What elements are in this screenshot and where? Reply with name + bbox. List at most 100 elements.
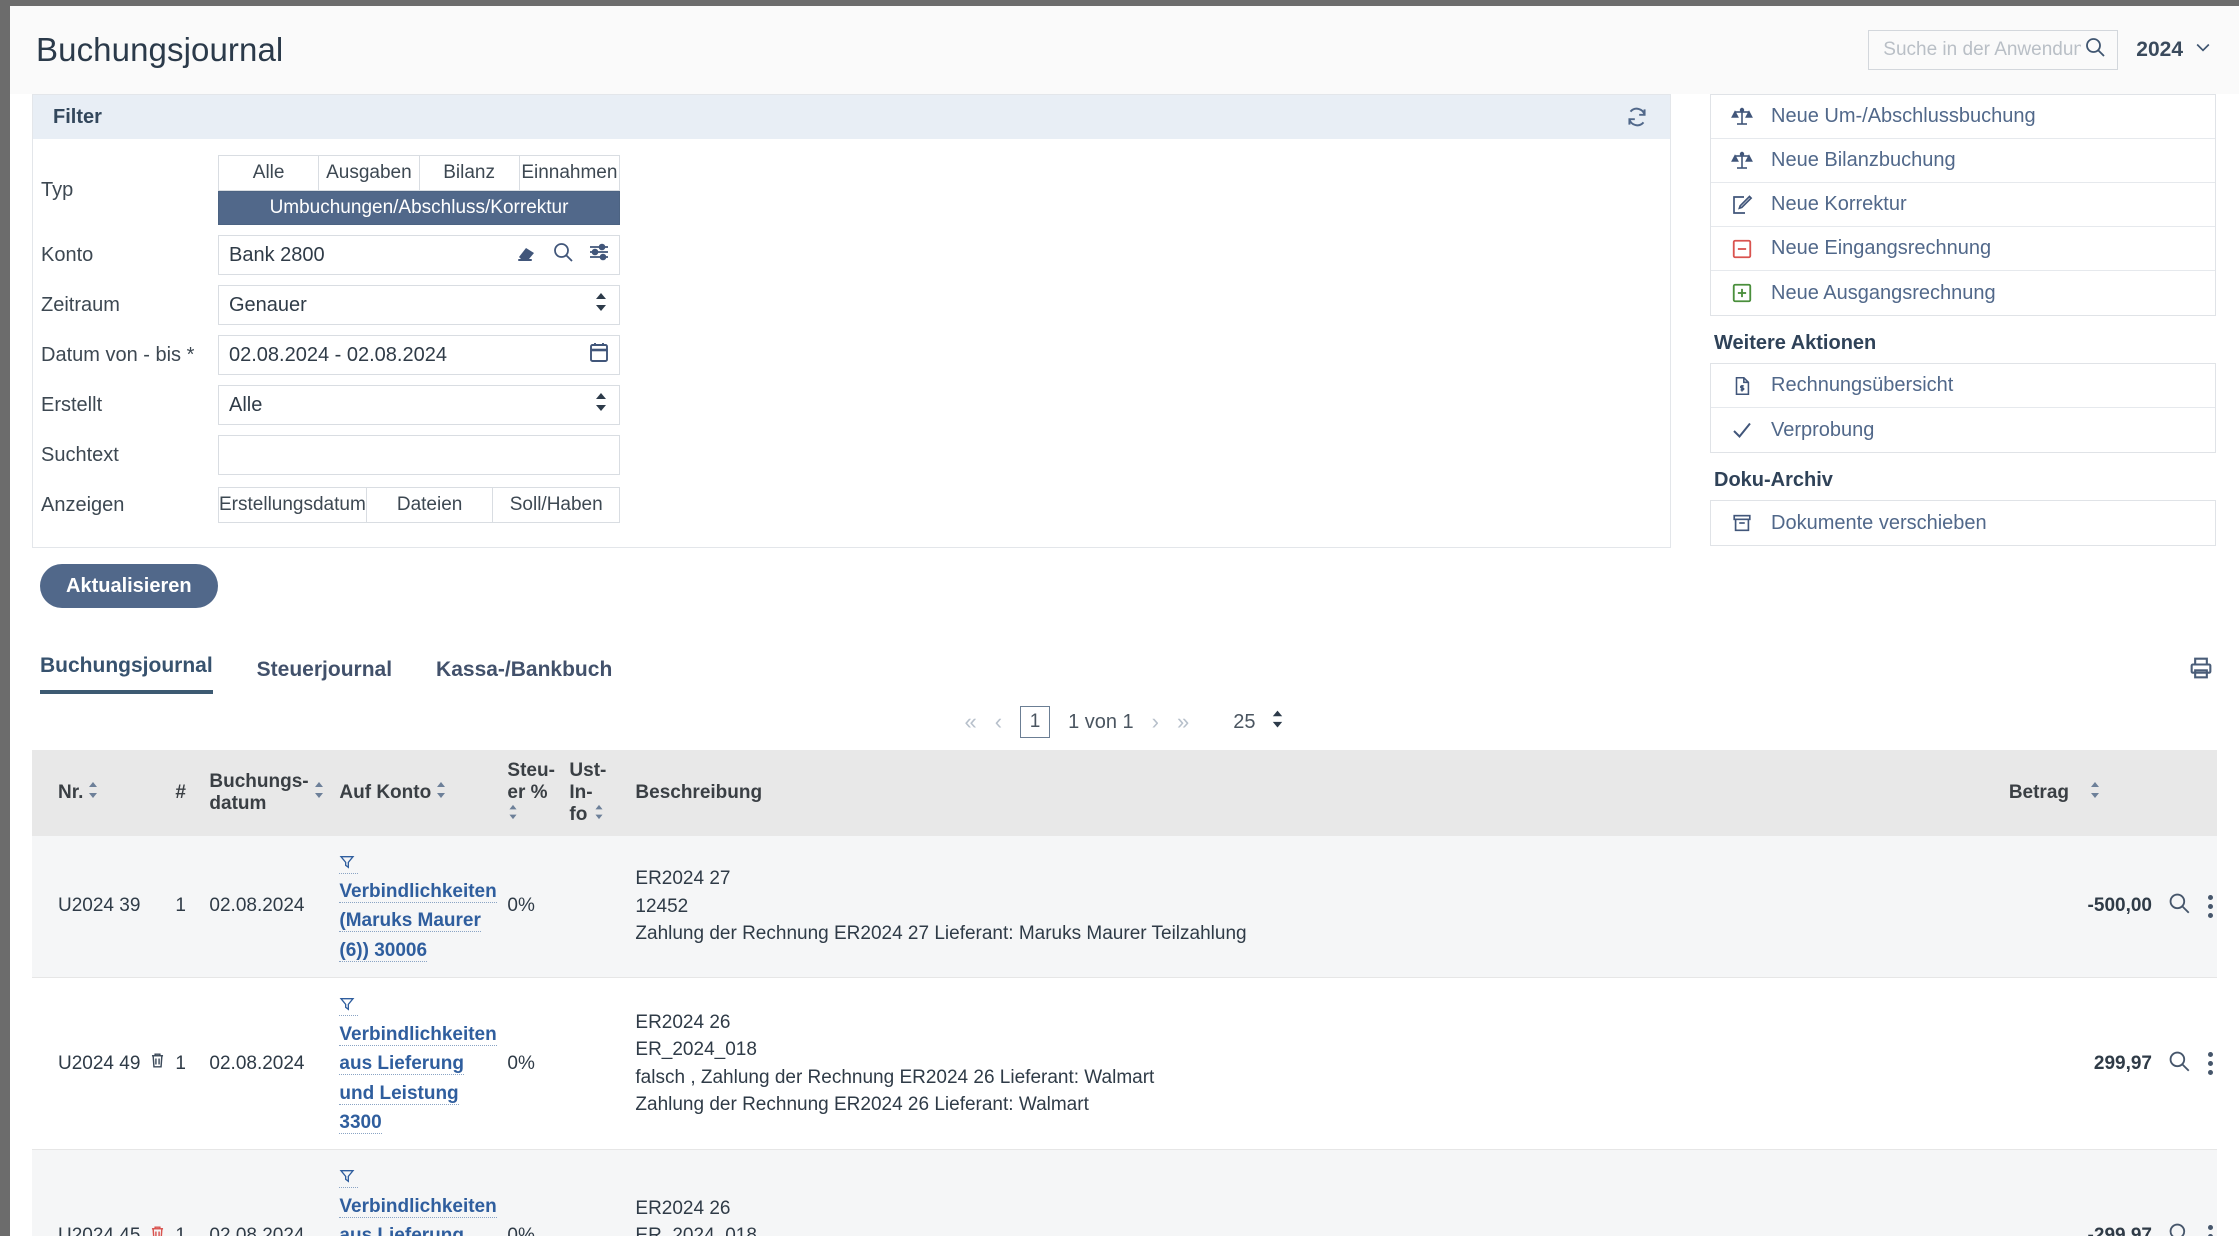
action-neue-ausgangsrechnung[interactable]: Neue Ausgangsrechnung xyxy=(1711,271,2215,315)
col-steuer-prozent[interactable]: Steu-er % xyxy=(503,750,566,836)
aktualisieren-button[interactable]: Aktualisieren xyxy=(40,564,218,608)
description-line: ER_2024_018 xyxy=(635,1039,757,1061)
current-page-input[interactable]: 1 xyxy=(1020,706,1051,738)
view-detail-icon[interactable] xyxy=(2166,1220,2192,1236)
datum-input[interactable]: 02.08.2024 - 02.08.2024 xyxy=(218,335,620,375)
action-neue-um-abschlussbuchung[interactable]: Neue Um-/Abschlussbuchung xyxy=(1711,95,2215,139)
cell-date: 02.08.2024 xyxy=(205,977,336,1151)
col-beschreibung[interactable]: Beschreibung xyxy=(631,750,1957,836)
archive-box-icon xyxy=(1729,512,1755,534)
anzeigen-segmented-group: Erstellungsdatum Dateien Soll/Haben xyxy=(218,487,621,523)
col-nr[interactable]: Nr. xyxy=(32,750,172,836)
view-detail-icon[interactable] xyxy=(2166,890,2192,922)
anzeigen-option-sollhaben[interactable]: Soll/Haben xyxy=(493,487,621,523)
action-neue-bilanzbuchung[interactable]: Neue Bilanzbuchung xyxy=(1711,139,2215,183)
updown-caret-icon xyxy=(593,291,609,319)
filter-heading: Filter xyxy=(53,105,102,128)
first-page-button[interactable]: « xyxy=(964,709,977,734)
action-label: Neue Bilanzbuchung xyxy=(1771,149,1956,171)
action-label: Neue Korrektur xyxy=(1771,193,1907,215)
pagination-bar: « ‹ 1 1 von 1 › » 25 xyxy=(32,694,2217,750)
konto-input[interactable]: Bank 2800 xyxy=(218,235,620,275)
col-auf-konto[interactable]: Auf Konto xyxy=(335,750,504,836)
cell-nr: U2024 39 xyxy=(32,835,172,979)
page-size-selector[interactable]: 25 xyxy=(1233,708,1284,736)
description-line: 12452 xyxy=(635,895,689,917)
sort-icon xyxy=(313,781,325,805)
print-icon[interactable] xyxy=(2187,654,2215,688)
label-suchtext: Suchtext xyxy=(41,443,119,466)
table-header: Nr. # Buchungs-datum Auf Konto xyxy=(32,750,2217,836)
amount-value: -500,00 xyxy=(2087,895,2152,917)
calendar-icon[interactable] xyxy=(587,340,611,370)
zeitraum-select[interactable]: Genauer xyxy=(218,285,620,325)
action-dokumente-verschieben[interactable]: Dokumente verschieben xyxy=(1711,501,2215,545)
primary-actions-group: Neue Um-/Abschlussbuchung Neue Bilanzbuc… xyxy=(1710,94,2216,316)
col-betrag-label: Betrag xyxy=(2008,781,2069,803)
weitere-aktionen-group: Rechnungsübersicht Verprobung xyxy=(1710,363,2216,453)
next-page-button[interactable]: › xyxy=(1151,709,1159,734)
page-header: Buchungsjournal 2024 xyxy=(10,6,2239,94)
typ-option-alle[interactable]: Alle xyxy=(218,155,320,191)
nr-value: U2024 49 xyxy=(58,1052,141,1074)
filter-row-zeitraum: Zeitraum Genauer xyxy=(33,285,1670,325)
filter-row-datum: Datum von - bis * 02.08.2024 - 02.08.202… xyxy=(33,335,1670,375)
typ-option-einnahmen[interactable]: Einnahmen xyxy=(519,155,620,191)
search-icon[interactable] xyxy=(551,240,575,270)
help-search-input[interactable] xyxy=(1881,38,2084,62)
konto-value: Bank 2800 xyxy=(229,243,325,266)
table-row[interactable]: U2024 45 1 02.08.2024 Verbindlichkeiten aus… xyxy=(32,1149,2217,1236)
col-ust-info[interactable]: Ust-In-fo xyxy=(565,750,632,836)
help-search-box[interactable] xyxy=(1868,30,2119,70)
zeitraum-control: Genauer xyxy=(218,285,620,325)
konto-control: Bank 2800 xyxy=(218,235,620,275)
anzeigen-option-dateien[interactable]: Dateien xyxy=(366,487,494,523)
col-betrag[interactable]: Betrag xyxy=(1957,750,2217,836)
tab-kassa-bankbuch[interactable]: Kassa-/Bankbuch xyxy=(436,658,613,681)
account-link[interactable]: Verbindlichkeiten aus Lieferung und Leis… xyxy=(339,1166,497,1236)
table-row[interactable]: U2024 49 1 02.08.2024 Verbindlichkeiten aus… xyxy=(32,977,2217,1151)
row-menu-icon[interactable] xyxy=(2208,894,2213,918)
tab-buchungsjournal[interactable]: Buchungsjournal xyxy=(40,654,213,694)
cell-description: ER2024 26 ER_2024_018 falsch , Zahlung der… xyxy=(631,977,1957,1151)
delete-row-icon[interactable] xyxy=(148,1051,167,1076)
typ-option-ausgaben[interactable]: Ausgaben xyxy=(319,155,420,191)
cell-account: Verbindlichkeiten aus Lieferung und Leis… xyxy=(335,977,504,1151)
col-auf-konto-label: Auf Konto xyxy=(339,781,432,803)
label-zeitraum: Zeitraum xyxy=(41,293,120,316)
sort-icon xyxy=(507,804,519,826)
last-page-button[interactable]: » xyxy=(1177,709,1190,734)
col-hash[interactable]: # xyxy=(171,750,206,836)
col-buchungsdatum[interactable]: Buchungs-datum xyxy=(205,750,336,836)
tab-steuerjournal[interactable]: Steuerjournal xyxy=(256,658,393,681)
account-link[interactable]: Verbindlichkeiten aus Lieferung und Leis… xyxy=(339,994,497,1135)
suchtext-input[interactable] xyxy=(218,435,620,475)
col-buchungsdatum-label: Buchungs-datum xyxy=(209,770,309,814)
view-detail-icon[interactable] xyxy=(2166,1048,2192,1080)
balance-scale-icon xyxy=(1729,149,1755,173)
prev-page-button[interactable]: ‹ xyxy=(994,709,1003,734)
typ-option-bilanz[interactable]: Bilanz xyxy=(419,155,520,191)
application-window: Buchungsjournal 2024 xyxy=(10,6,2239,1236)
eraser-icon[interactable] xyxy=(515,240,539,270)
delete-row-icon[interactable] xyxy=(148,1224,167,1236)
typ-option-umbuchungen-selected[interactable]: Umbuchungen/Abschluss/Korrektur xyxy=(218,191,620,225)
action-rechnungsuebersicht[interactable]: Rechnungsübersicht xyxy=(1711,364,2215,408)
refresh-icon[interactable] xyxy=(1624,104,1650,130)
col-beschreibung-label: Beschreibung xyxy=(635,781,763,803)
action-neue-eingangsrechnung[interactable]: Neue Eingangsrechnung xyxy=(1711,227,2215,271)
account-link[interactable]: Verbindlichkeiten (Maruks Maurer (6)) 30… xyxy=(339,851,497,962)
description-line: ER_2024_018 xyxy=(635,1225,757,1236)
row-menu-icon[interactable] xyxy=(2208,1052,2213,1076)
row-menu-icon[interactable] xyxy=(2208,1224,2213,1236)
action-verprobung[interactable]: Verprobung xyxy=(1711,408,2215,452)
table-row[interactable]: U2024 39 1 02.08.2024 Verbindlichkeiten (Ma… xyxy=(32,835,2217,979)
anzeigen-option-erstellungsdatum[interactable]: Erstellungsdatum xyxy=(218,487,367,523)
filter-settings-icon[interactable] xyxy=(587,240,611,270)
label-typ: Typ xyxy=(41,178,74,201)
cell-ust-info xyxy=(565,835,632,979)
erstellt-select[interactable]: Alle xyxy=(218,385,620,425)
year-selector[interactable]: 2024 xyxy=(2136,37,2219,63)
action-neue-korrektur[interactable]: Neue Korrektur xyxy=(1711,183,2215,227)
anzeigen-control: Erstellungsdatum Dateien Soll/Haben xyxy=(218,487,621,523)
